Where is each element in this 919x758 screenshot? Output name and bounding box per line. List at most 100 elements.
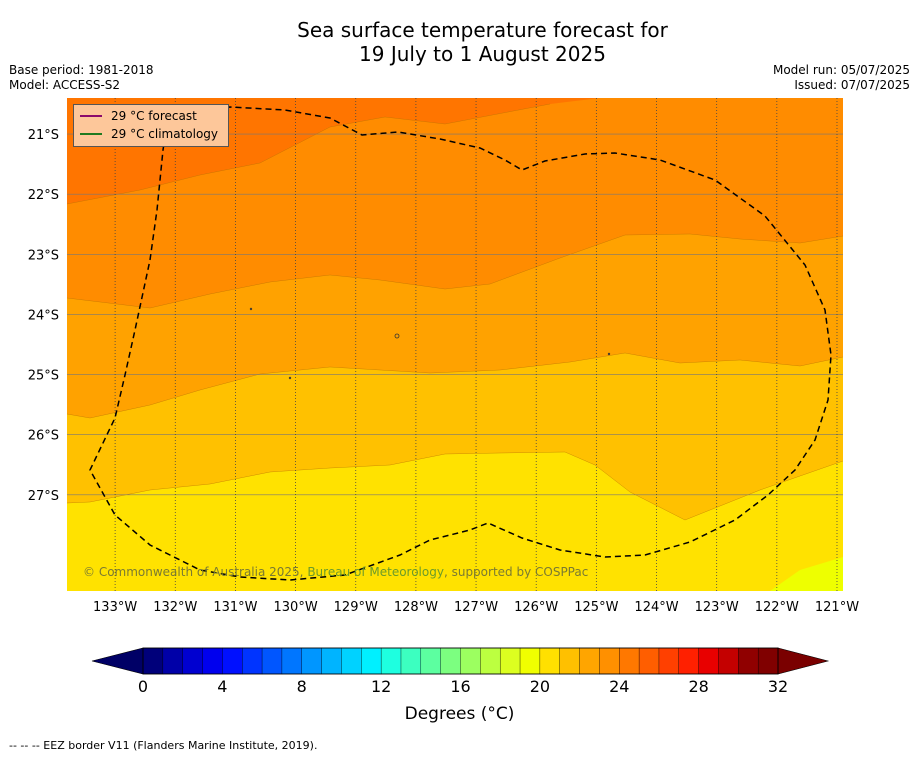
eez-note: -- -- -- EEZ border V11 (Flanders Marine…: [9, 739, 318, 752]
colorbar-segment: [380, 647, 402, 675]
chart-title: Sea surface temperature forecast for 19 …: [0, 18, 919, 66]
colorbar-tick-label: 4: [217, 677, 227, 696]
lon-tick-label: 121°W: [815, 600, 859, 615]
lat-tick-label: 22°S: [28, 188, 59, 203]
meta-right: Model run: 05/07/2025 Issued: 07/07/2025: [773, 63, 910, 93]
colorbar-segment: [321, 647, 343, 675]
legend-box: 29 °C forecast 29 °C climatology: [73, 104, 229, 147]
model-run: Model run: 05/07/2025: [772, 63, 910, 77]
colorbar-segment: [738, 647, 759, 675]
lon-tick-label: 133°W: [93, 600, 137, 615]
copyright-notice: © Commonwealth of Australia 2025, Bureau…: [83, 565, 588, 579]
climatology-line-swatch: [80, 133, 102, 135]
colorbar-segment: [202, 647, 223, 675]
colorbar-tick-label: 0: [138, 677, 148, 696]
colorbar-segment: [559, 647, 581, 675]
colorbar-segment: [242, 647, 263, 675]
colorbar-tick-label: 8: [297, 677, 307, 696]
colorbar-segment: [420, 647, 442, 675]
lon-tick-label: 129°W: [334, 600, 378, 615]
colorbar-segment: [678, 647, 700, 675]
colorbar-segment: [142, 647, 164, 675]
copyright-suffix: , supported by COSPPac: [443, 565, 589, 579]
colorbar-frame: [142, 647, 779, 675]
colorbar-tick-label: 12: [371, 677, 391, 696]
colorbar-segment: [579, 647, 601, 675]
model-name: Model: ACCESS-S2: [9, 78, 121, 92]
colorbar-segment: [301, 647, 323, 675]
forecast-line-swatch: [80, 115, 102, 117]
eez-border: [89, 106, 832, 581]
island-marker: [249, 307, 253, 311]
colorbar-segment: [619, 647, 640, 675]
band-24: [770, 557, 843, 591]
lon-tick-label: 123°W: [695, 600, 739, 615]
colorbar-tick-label: 28: [688, 677, 708, 696]
title-line-2: 19 July to 1 August 2025: [359, 42, 606, 66]
colorbar-segment: [539, 647, 561, 675]
colorbar-tick-label: 32: [768, 677, 788, 696]
colorbar-tick-label: 20: [530, 677, 550, 696]
colorbar-segment: [638, 647, 660, 675]
legend-label-climatology: 29 °C climatology: [111, 127, 219, 141]
island-marker: [607, 352, 611, 356]
lon-tick-label: 125°W: [574, 600, 618, 615]
colorbar-segment: [261, 647, 283, 675]
lat-tick-label: 27°S: [28, 489, 59, 504]
lon-tick-label: 124°W: [634, 600, 678, 615]
lon-tick-label: 130°W: [274, 600, 318, 615]
colorbar-tick-label: 24: [609, 677, 629, 696]
longitude-labels: 133°W 132°W 131°W 130°W 129°W 128°W 127°W 126°W…: [93, 600, 859, 615]
colorbar-tick-label: 16: [450, 677, 470, 696]
colorbar-segment: [757, 647, 779, 675]
island-marker: [288, 376, 292, 380]
copyright-prefix: © Commonwealth of Australia 2025,: [83, 565, 308, 579]
colorbar-segment: [440, 647, 462, 675]
lat-tick-label: 21°S: [28, 128, 59, 143]
base-period: Base period: 1981-2018: [9, 63, 154, 77]
legend-label-forecast: 29 °C forecast: [111, 109, 197, 123]
islands: [249, 307, 611, 380]
colorbar-segment: [162, 647, 184, 675]
colorbar: 0 4 8 12 16 20 24 28 32: [91, 647, 830, 696]
band-outlines: [67, 103, 843, 521]
lon-tick-label: 122°W: [755, 600, 799, 615]
contour-fill: [67, 98, 843, 591]
bom-link[interactable]: Bureau of Meteorology: [307, 565, 444, 579]
legend-item-forecast: 29 °C forecast: [80, 108, 197, 124]
island-marker: [394, 333, 400, 339]
colorbar-under-arrow: [91, 647, 144, 675]
legend-item-climatology: 29 °C climatology: [80, 126, 218, 142]
colorbar-segment: [460, 647, 481, 675]
lat-tick-label: 25°S: [28, 369, 59, 384]
lat-tick-label: 23°S: [28, 248, 59, 263]
lat-tick-label: 24°S: [28, 308, 59, 323]
meta-left: Base period: 1981-2018 Model: ACCESS-S2: [9, 63, 154, 93]
colorbar-segment: [499, 647, 521, 675]
title-line-1: Sea surface temperature forecast for: [297, 18, 668, 42]
colorbar-segment: [281, 647, 303, 675]
colorbar-title: Degrees (°C): [404, 704, 515, 724]
colorbar-segment: [400, 647, 422, 675]
band-25: [67, 452, 843, 591]
colorbar-segment: [658, 647, 680, 675]
lon-tick-label: 132°W: [153, 600, 197, 615]
colorbar-segment: [182, 647, 204, 675]
colorbar-segment: [599, 647, 620, 675]
colorbar-segment: [519, 647, 541, 675]
lon-tick-label: 128°W: [394, 600, 438, 615]
colorbar-segment: [361, 647, 382, 675]
colorbar-segment: [222, 647, 243, 675]
colorbar-segment: [480, 647, 501, 675]
lon-tick-label: 131°W: [213, 600, 257, 615]
colorbar-segment: [718, 647, 739, 675]
lon-tick-label: 126°W: [514, 600, 558, 615]
lat-tick-label: 26°S: [28, 429, 59, 444]
issued-date: Issued: 07/07/2025: [794, 78, 910, 92]
lon-tick-label: 127°W: [454, 600, 498, 615]
colorbar-over-arrow: [777, 647, 830, 675]
colorbar-segment: [698, 647, 720, 675]
colorbar-segment: [341, 647, 362, 675]
latitude-labels: 21°S 22°S 23°S 24°S 25°S 26°S 27°S: [28, 128, 59, 504]
